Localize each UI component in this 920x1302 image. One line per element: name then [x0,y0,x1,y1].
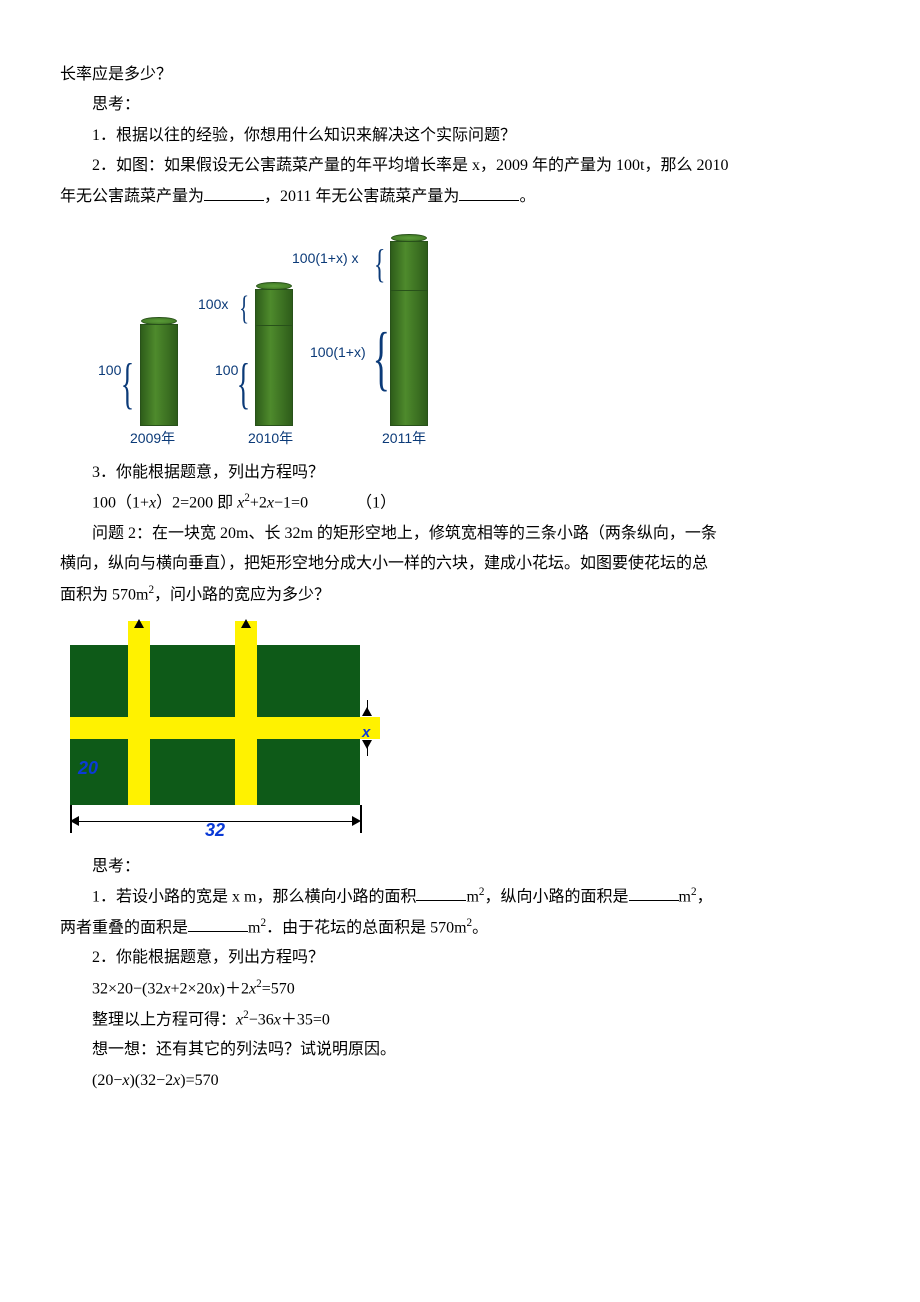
q3: 3．你能根据题意，列出方程吗？ [60,458,860,488]
eq2: 32×20−(32x+2×20x)＋2x2=570 [60,974,860,1005]
s1-e: ， [697,888,713,905]
road-v1-arrow [134,619,144,628]
eq3: 整理以上方程可得：x2−36x＋35=0 [60,1005,860,1036]
year-2010: 2010年 [248,425,293,452]
garden-diagram: 32 20 x [60,621,380,846]
eq4: (20−x)(32−2x)=570 [60,1066,860,1096]
think-1: 思考： [60,90,860,120]
s1-a: 1．若设小路的宽是 x m，那么横向小路的面积 [92,888,416,905]
label-100x-2010: 100x [198,291,228,318]
label-100-1x-x-2011: 100(1+x) x [292,245,359,272]
q2b-mid: ，2011 年无公害蔬菜产量为 [264,188,459,205]
p2c-pre: 面积为 570m [60,586,148,603]
eq4-a: (20− [92,1072,122,1089]
brace-2011-upper: { [374,244,386,284]
dim-x-line-u [367,700,369,710]
q2b-pre: 年无公害蔬菜产量为 [60,188,204,205]
s3: 想一想：还有其它的列法吗？试说明原因。 [60,1035,860,1065]
road-h [70,717,380,739]
label-100-2009: 100 [98,357,121,384]
blank-v-road [629,883,679,902]
s1f-mid: m [248,919,260,936]
think-2: 思考： [60,852,860,882]
line-top: 长率应是多少？ [60,60,860,90]
bar-2010-lower [255,324,293,426]
blank-2011 [459,182,519,201]
eq2-c: )＋2 [220,980,249,997]
dim-x-line-d [367,746,369,756]
q2a: 2．如图：如果假设无公害蔬菜产量的年平均增长率是 x，2009 年的产量为 10… [60,151,860,181]
eq1: 100（1+x）2=200 即 x2+2x−1=0 （1） [60,488,860,519]
problem2-b: 横向，纵向与横向垂直），把矩形空地分成大小一样的六块，建成小花坛。如图要使花坛的… [60,549,860,579]
dim-w-tick-r [360,805,362,833]
blank-2010 [204,182,264,201]
brace-2011-lower: { [373,322,390,394]
eq1-b: ）2=200 即 [156,495,237,512]
q1: 1．根据以往的经验，你想用什么知识来解决这个实际问题？ [60,121,860,151]
label-100-2010: 100 [215,357,238,384]
problem2-c: 面积为 570m2，问小路的宽应为多少？ [60,580,860,611]
road-v2-arrow [241,619,251,628]
q2b: 年无公害蔬菜产量为 ，2011 年无公害蔬菜产量为 。 [60,182,860,212]
s1-c: ，纵向小路的面积是 [485,888,629,905]
year-2009: 2009年 [130,425,175,452]
label-100-1x-2011: 100(1+x) [310,339,366,366]
dim-h-label: 20 [78,751,98,785]
eq1-a: 100（1+ [92,495,149,512]
eq4-b: )(32−2 [129,1072,173,1089]
problem2-a: 问题 2：在一块宽 20m、长 32m 的矩形空地上，修筑宽相等的三条小路（两条… [60,519,860,549]
s1f: 两者重叠的面积是m2．由于花坛的总面积是 570m2。 [60,913,860,944]
s1f-pre: 两者重叠的面积是 [60,919,188,936]
dim-x-label: x [362,719,370,748]
eq1-tag: （1） [356,495,396,512]
q2b-end: 。 [519,188,535,205]
s1-d: m [679,888,691,905]
bar-2009 [140,324,178,426]
dim-w-label: 32 [205,813,225,847]
bar-2011-upper [390,241,428,291]
p2c-post: ，问小路的宽应为多少？ [154,586,330,603]
eq3-a: −36 [249,1011,274,1028]
eq1-d: −1=0 [274,495,308,512]
eq3-b: ＋35=0 [281,1011,330,1028]
production-bar-chart: { 100 2009年 { 100 { 100x 2010年 { 100(1+x… [60,222,500,452]
s1-b: m [466,888,478,905]
year-2011: 2011年 [382,425,426,452]
brace-2010-upper: { [239,292,249,326]
s1f-end: 。 [472,919,488,936]
s1f-post: ．由于花坛的总面积是 570m [266,919,466,936]
brace-2010-lower: { [237,356,250,412]
dim-w-tick-l [70,805,72,833]
eq3-pre: 整理以上方程可得： [92,1011,236,1028]
brace-2009: { [121,356,134,412]
blank-h-road [416,883,466,902]
eq4-c: )=570 [180,1072,218,1089]
s1: 1．若设小路的宽是 x m，那么横向小路的面积m2，纵向小路的面积是m2， [60,882,860,913]
s2: 2．你能根据题意，列出方程吗？ [60,943,860,973]
eq2-b: +2×20 [170,980,212,997]
bar-2010-upper [255,289,293,326]
eq2-d: =570 [262,980,295,997]
bar-2011-lower [390,289,428,426]
eq2-a: 32×20−(32 [92,980,163,997]
blank-overlap [188,913,248,932]
eq1-c: +2 [250,495,267,512]
